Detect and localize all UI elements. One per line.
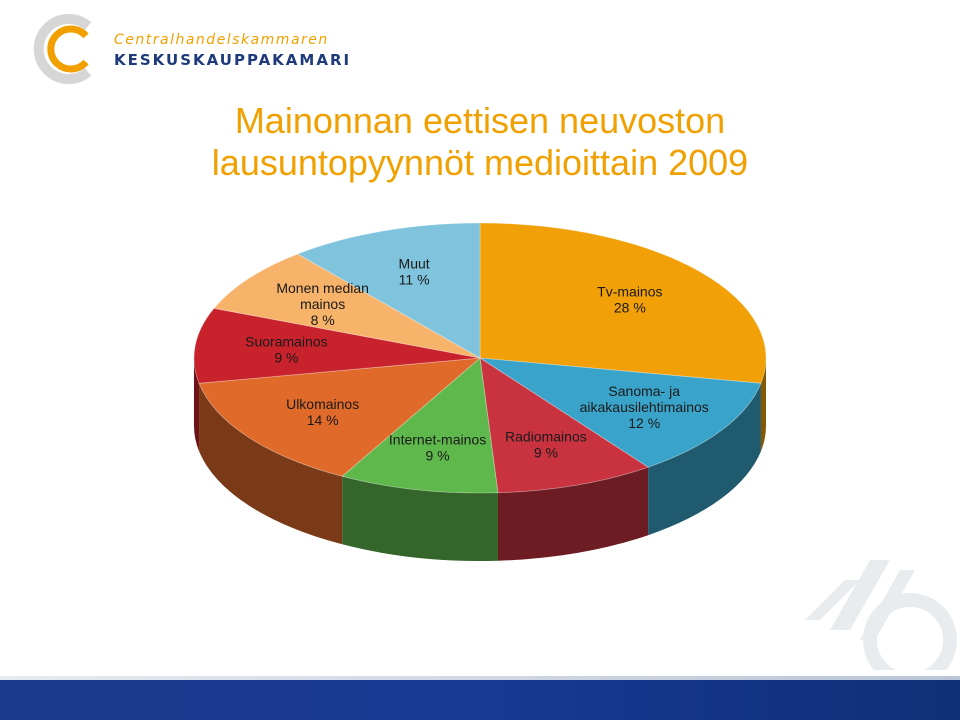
pie-slice-sanoma-ja-aikakausilehtimainos: [479, 357, 762, 468]
logo-text-swedish: Centralhandelskammaren: [114, 32, 329, 48]
slice-label-suoramainos: Suoramainos 9 %: [245, 333, 328, 365]
slice-label-sanoma-ja-aikakausilehtimainos: Sanoma- ja aikakausilehtimainos 12 %: [580, 383, 709, 431]
logo-text-finnish: KESKUSKAUPPAKAMARI: [114, 51, 352, 69]
pie-slice-monen-median-mainos: [213, 253, 481, 359]
pie-slice-internet-mainos: [341, 357, 499, 494]
page-title-line1: Mainonnan eettisen neuvoston: [234, 100, 726, 141]
logo-mark-icon: [33, 14, 92, 84]
slice-label-monen-median-mainos: Monen median mainos 8 %: [276, 280, 369, 328]
slice-label-radiomainos: Radiomainos 9 %: [505, 428, 587, 460]
pie-slice-muut: [296, 222, 481, 359]
pie-side-sanoma-ja-aikakausilehtimainos: [648, 383, 761, 536]
pie-slice-radiomainos: [479, 357, 650, 494]
slice-label-muut: Muut 11 %: [399, 256, 430, 288]
slice-label-ulkomainos: Ulkomainos 14 %: [286, 396, 359, 428]
pie-side-ulkomainos: [199, 383, 343, 545]
pie-side-suoramainos: [194, 358, 200, 452]
pie-side-internet-mainos: [342, 476, 498, 561]
page-title: Mainonnan eettisen neuvoston lausuntopyy…: [0, 100, 960, 184]
footer-stripe: [0, 676, 960, 680]
slice-label-internet-mainos: Internet-mainos 9 %: [389, 432, 486, 464]
pie-slice-ulkomainos: [198, 357, 482, 477]
logo: Centralhandelskammaren KESKUSKAUPPAKAMAR…: [30, 14, 350, 84]
pie-side-tv-mainos: [760, 358, 766, 452]
pie-slice-tv-mainos: [479, 222, 767, 384]
pie-side-radiomainos: [497, 467, 649, 561]
page-title-line2: lausuntopyynnöt medioittain 2009: [211, 142, 749, 183]
footer-bar: [0, 680, 960, 720]
pie-slice-suoramainos: [193, 307, 481, 384]
slice-label-tv-mainos: Tv-mainos 28 %: [597, 283, 662, 315]
watermark-emblem-icon: [805, 560, 957, 670]
